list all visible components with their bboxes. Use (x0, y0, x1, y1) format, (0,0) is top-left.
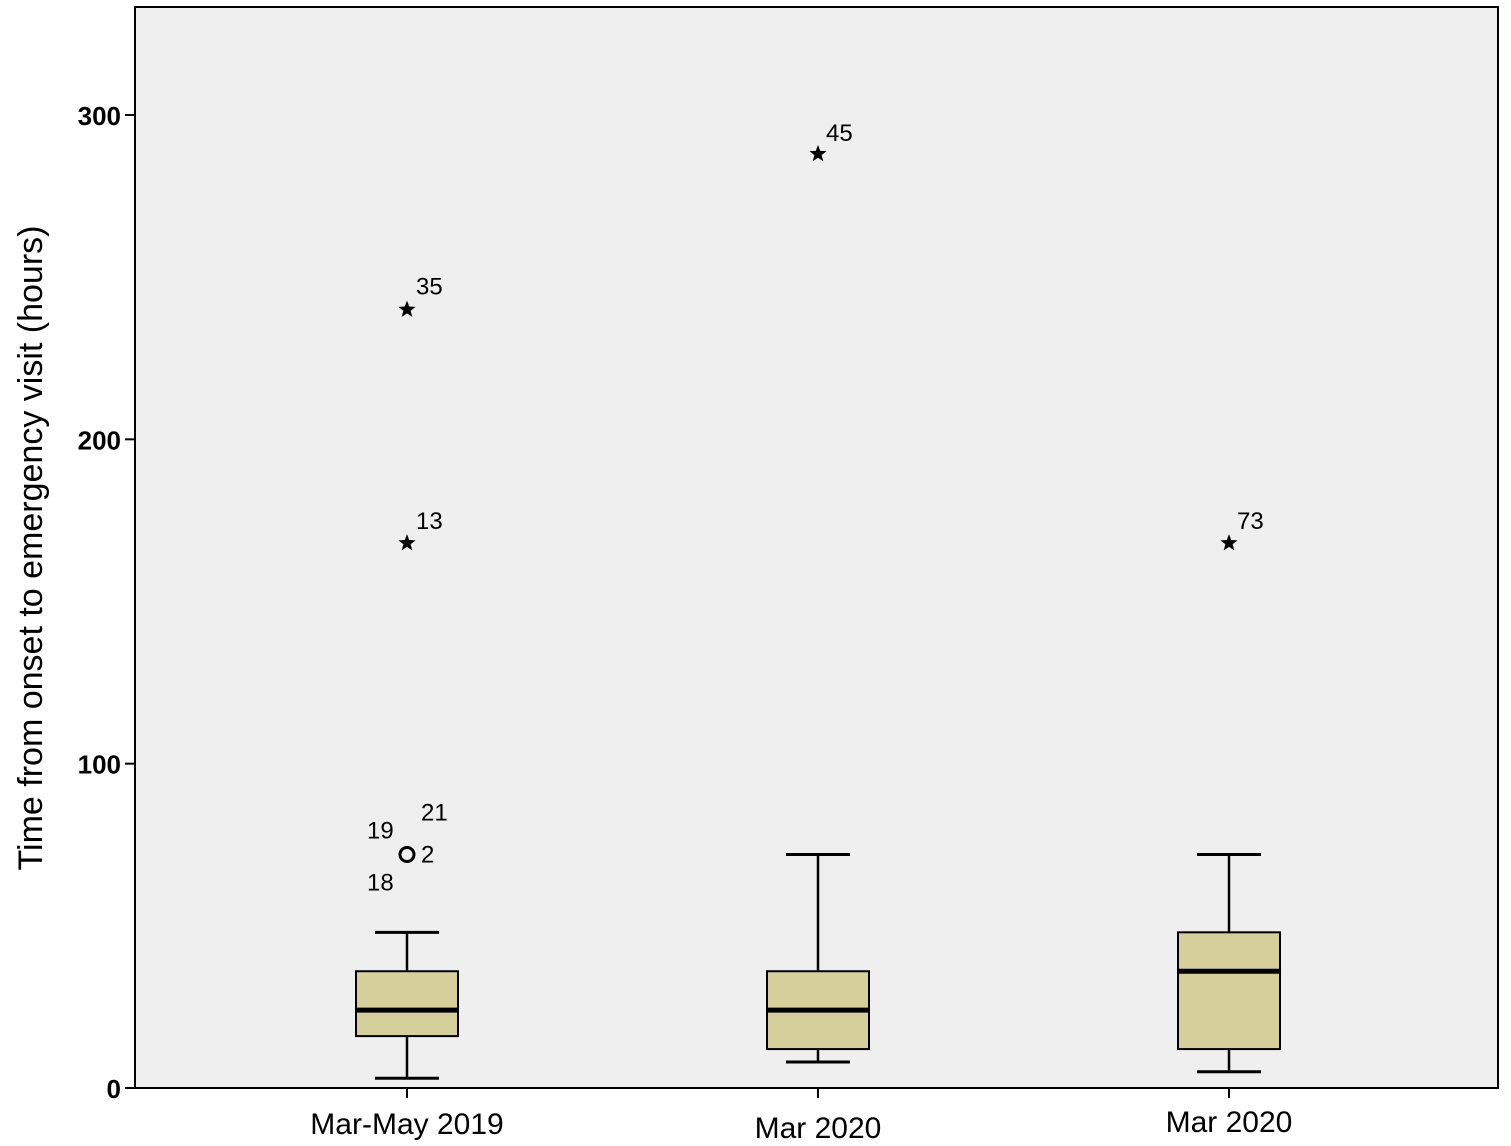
y-tick-label: 0 (107, 1074, 121, 1104)
outlier-star (1220, 534, 1238, 551)
outlier-star (398, 300, 416, 317)
outlier-label: 2 (421, 841, 434, 868)
x-tick-label: Mar-May 2019 (310, 1108, 503, 1141)
outlier-label: 19 (367, 817, 394, 844)
x-axis: Mar-May 2019 Mar 2020 Mar 2020 (310, 1088, 1293, 1145)
boxes-group: 19 21 2 18 13 35 45 73 (355, 120, 1281, 1080)
outlier-star (398, 534, 416, 551)
box-3: 73 (1177, 508, 1281, 1074)
outlier-label: 73 (1237, 508, 1264, 535)
outlier-label: 45 (826, 120, 853, 147)
plot-area (134, 6, 1499, 1089)
y-tick-label: 100 (78, 750, 121, 780)
outlier-star (809, 144, 827, 162)
outlier-circle (398, 845, 416, 863)
box-1: 19 21 2 18 13 35 (355, 274, 459, 1080)
outlier-label: 13 (416, 508, 443, 535)
iqr-box (1177, 931, 1281, 1051)
iqr-box (355, 970, 459, 1038)
outlier-label: 35 (416, 274, 443, 301)
outlier-label: 21 (421, 799, 448, 826)
y-axis-label: Time from onset to emergency visit (hour… (12, 226, 50, 871)
x-tick-label: Mar 2020 (755, 1112, 882, 1141)
x-tick-label: Mar 2020 (1166, 1106, 1293, 1139)
box-2: 45 (766, 120, 870, 1064)
y-tick-label: 200 (78, 425, 121, 455)
y-tick-label: 300 (78, 101, 121, 131)
y-axis: 0 100 200 300 (78, 101, 135, 1104)
outlier-label: 18 (367, 869, 394, 896)
